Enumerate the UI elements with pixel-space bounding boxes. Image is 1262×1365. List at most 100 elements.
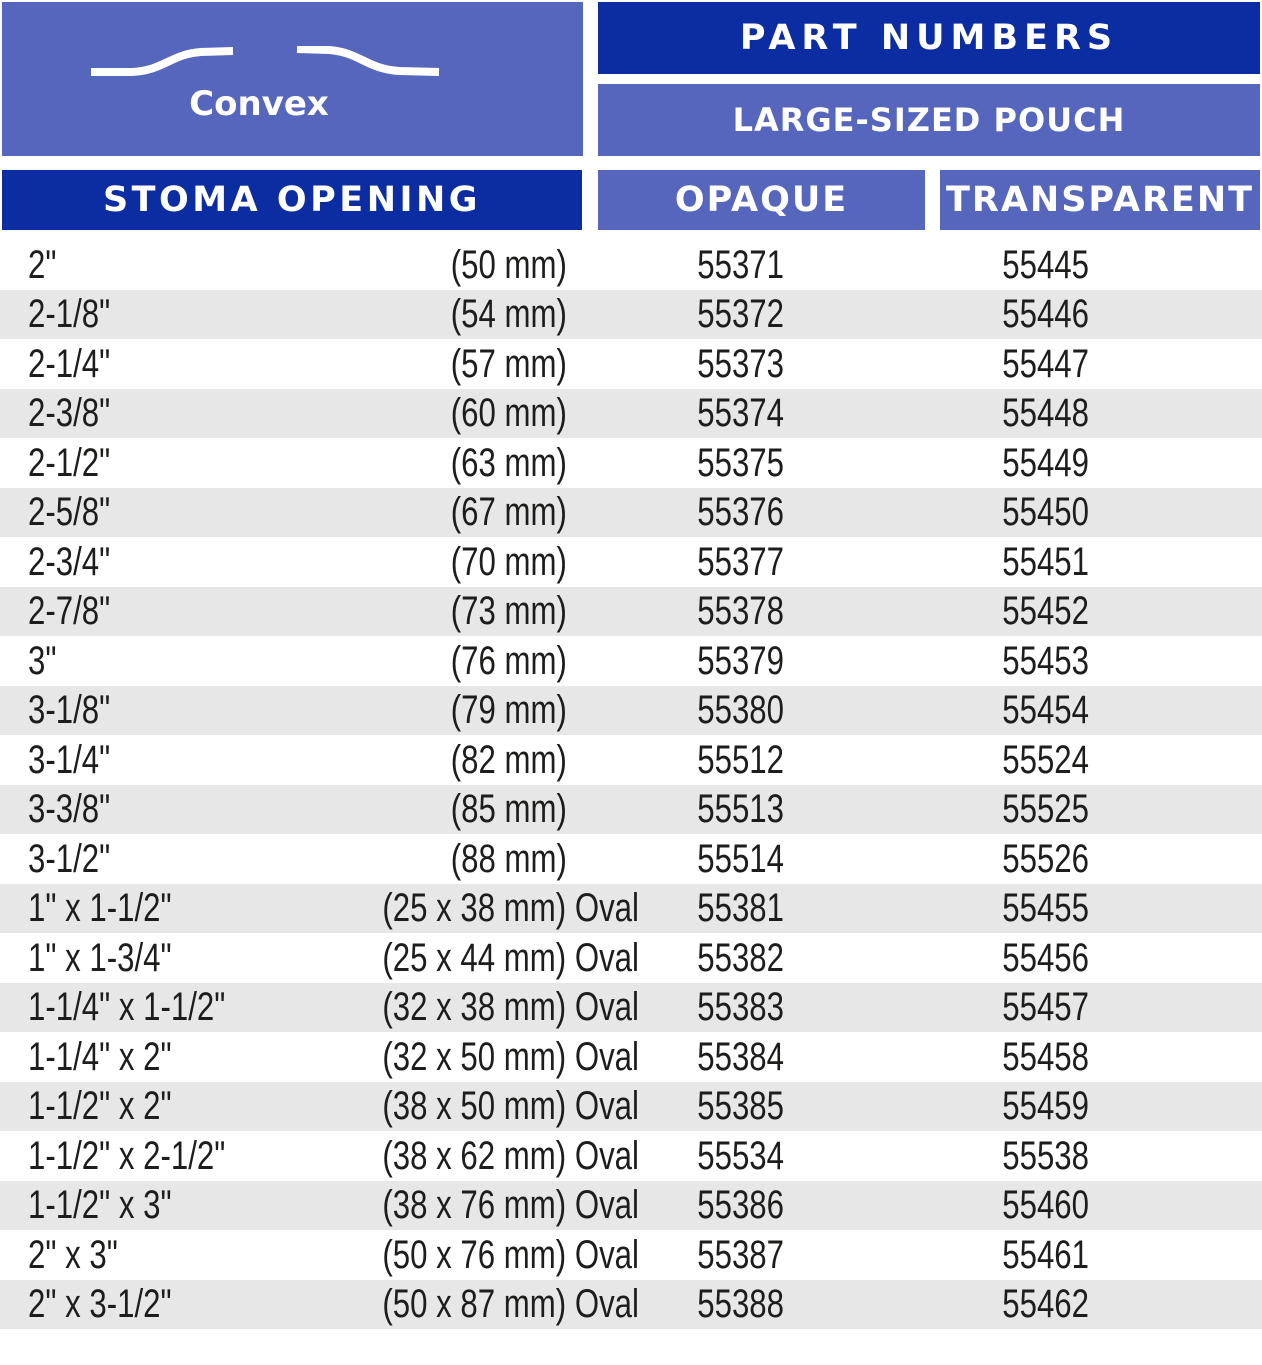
transparent-part-number-text: 55455 bbox=[1002, 886, 1090, 931]
transparent-part-number-text: 55524 bbox=[1002, 737, 1090, 782]
stoma-size-inch-text: 2" bbox=[28, 242, 57, 287]
stoma-size-mm: (54 mm) bbox=[310, 294, 567, 334]
table-row: 1" x 1-3/4" (25 x 44 mm) Oval 55382 55456 bbox=[0, 933, 1262, 983]
stoma-size-mm-text: (50 x 87 mm) Oval bbox=[382, 1282, 639, 1327]
stoma-size-inch-text: 1" x 1-1/2" bbox=[28, 886, 172, 931]
convex-profile-icon bbox=[91, 46, 440, 76]
stoma-size-mm: (25 x 38 mm) Oval bbox=[310, 888, 639, 928]
table-row: 3-1/8" (79 mm) 55380 55454 bbox=[0, 685, 1262, 735]
opaque-part-number: 55378 bbox=[567, 591, 915, 631]
table-row: 2-3/4" (70 mm) 55377 55451 bbox=[0, 537, 1262, 587]
transparent-part-number: 55526 bbox=[915, 839, 1177, 879]
stoma-size-mm-text: (25 x 44 mm) Oval bbox=[382, 935, 639, 980]
stoma-size-inch: 2-3/8" bbox=[0, 393, 310, 433]
opaque-part-number-text: 55514 bbox=[697, 836, 785, 881]
stoma-size-mm-text: (38 x 76 mm) Oval bbox=[382, 1183, 639, 1228]
stoma-size-inch-text: 1" x 1-3/4" bbox=[28, 935, 172, 980]
stoma-size-mm: (79 mm) bbox=[310, 690, 567, 730]
stoma-size-mm: (60 mm) bbox=[310, 393, 567, 433]
table-row: 1-1/2" x 2-1/2" (38 x 62 mm) Oval 55534 555… bbox=[0, 1131, 1262, 1181]
stoma-size-inch-text: 1-1/2" x 2-1/2" bbox=[28, 1133, 226, 1178]
stoma-size-mm-text: (54 mm) bbox=[450, 292, 567, 337]
stoma-size-inch: 3-1/4" bbox=[0, 740, 310, 780]
stoma-size-mm-text: (38 x 50 mm) Oval bbox=[382, 1084, 639, 1129]
transparent-part-number-text: 55450 bbox=[1002, 490, 1090, 535]
stoma-size-mm: (50 x 87 mm) Oval bbox=[310, 1284, 639, 1324]
table-row: 1" x 1-1/2" (25 x 38 mm) Oval 55381 55455 bbox=[0, 883, 1262, 933]
stoma-size-mm: (50 mm) bbox=[310, 245, 567, 285]
transparent-part-number-text: 55456 bbox=[1002, 935, 1090, 980]
stoma-size-mm-text: (50 x 76 mm) Oval bbox=[382, 1232, 639, 1277]
stoma-size-mm-text: (82 mm) bbox=[450, 737, 567, 782]
transparent-part-number: 55450 bbox=[915, 492, 1177, 532]
stoma-size-inch: 3-3/8" bbox=[0, 789, 310, 829]
opaque-part-number-text: 55379 bbox=[697, 638, 785, 683]
transparent-part-number-text: 55446 bbox=[1002, 292, 1090, 337]
transparent-part-number: 55462 bbox=[915, 1284, 1177, 1324]
stoma-size-inch-text: 2" x 3-1/2" bbox=[28, 1282, 172, 1327]
stoma-size-mm-text: (63 mm) bbox=[450, 440, 567, 485]
opaque-part-number: 55534 bbox=[567, 1136, 915, 1176]
stoma-size-inch-text: 3-1/2" bbox=[28, 836, 111, 881]
transparent-part-number-text: 55526 bbox=[1002, 836, 1090, 881]
table-row: 2" x 3-1/2" (50 x 87 mm) Oval 55388 55462 bbox=[0, 1279, 1262, 1329]
table-row: 1-1/4" x 2" (32 x 50 mm) Oval 55384 55458 bbox=[0, 1032, 1262, 1082]
opaque-part-number: 55372 bbox=[567, 294, 915, 334]
transparent-part-number-text: 55459 bbox=[1002, 1084, 1090, 1129]
transparent-part-number-text: 55448 bbox=[1002, 391, 1090, 436]
stoma-size-inch-text: 3" bbox=[28, 638, 57, 683]
stoma-size-mm-text: (67 mm) bbox=[450, 490, 567, 535]
stoma-size-inch: 1-1/2" x 3" bbox=[0, 1185, 310, 1225]
stoma-size-inch-text: 2-1/8" bbox=[28, 292, 111, 337]
transparent-part-number: 55451 bbox=[915, 542, 1177, 582]
stoma-size-mm-text: (25 x 38 mm) Oval bbox=[382, 886, 639, 931]
stoma-size-mm-text: (32 x 38 mm) Oval bbox=[382, 985, 639, 1030]
transparent-part-number: 55458 bbox=[915, 1037, 1177, 1077]
transparent-column-header-text: TRANSPARENT bbox=[946, 180, 1254, 220]
stoma-size-mm: (38 x 76 mm) Oval bbox=[310, 1185, 639, 1225]
stoma-size-mm: (85 mm) bbox=[310, 789, 567, 829]
stoma-size-inch: 2-1/4" bbox=[0, 344, 310, 384]
convex-panel: Convex bbox=[2, 2, 583, 156]
opaque-part-number: 55371 bbox=[567, 245, 915, 285]
stoma-size-inch: 3-1/8" bbox=[0, 690, 310, 730]
stoma-size-inch: 2-5/8" bbox=[0, 492, 310, 532]
transparent-part-number-text: 55525 bbox=[1002, 787, 1090, 832]
transparent-part-number: 55525 bbox=[915, 789, 1177, 829]
stoma-size-mm: (63 mm) bbox=[310, 443, 567, 483]
opaque-part-number-text: 55378 bbox=[697, 589, 785, 634]
transparent-part-number: 55453 bbox=[915, 641, 1177, 681]
stoma-size-mm-text: (60 mm) bbox=[450, 391, 567, 436]
stoma-size-mm-text: (85 mm) bbox=[450, 787, 567, 832]
opaque-part-number-text: 55385 bbox=[697, 1084, 785, 1129]
stoma-size-inch-text: 2-3/4" bbox=[28, 539, 111, 584]
stoma-size-inch-text: 2" x 3" bbox=[28, 1232, 118, 1277]
transparent-part-number: 55459 bbox=[915, 1086, 1177, 1126]
opaque-part-number: 55373 bbox=[567, 344, 915, 384]
table-row: 2-3/8" (60 mm) 55374 55448 bbox=[0, 388, 1262, 438]
opaque-part-number-text: 55512 bbox=[697, 737, 785, 782]
pouch-size-header: LARGE-SIZED POUCH bbox=[598, 84, 1260, 156]
stoma-size-mm: (82 mm) bbox=[310, 740, 567, 780]
stoma-size-inch: 2-1/8" bbox=[0, 294, 310, 334]
stoma-size-inch: 1" x 1-3/4" bbox=[0, 938, 310, 978]
transparent-part-number-text: 55449 bbox=[1002, 440, 1090, 485]
stoma-size-mm: (25 x 44 mm) Oval bbox=[310, 938, 639, 978]
opaque-column-header: OPAQUE bbox=[598, 170, 925, 230]
stoma-size-inch-text: 2-7/8" bbox=[28, 589, 111, 634]
opaque-part-number-text: 55513 bbox=[697, 787, 785, 832]
stoma-size-inch-text: 1-1/2" x 2" bbox=[28, 1084, 172, 1129]
table-row: 2-1/4" (57 mm) 55373 55447 bbox=[0, 339, 1262, 389]
stoma-size-inch: 3-1/2" bbox=[0, 839, 310, 879]
transparent-part-number: 55448 bbox=[915, 393, 1177, 433]
transparent-part-number-text: 55538 bbox=[1002, 1133, 1090, 1178]
transparent-part-number: 55524 bbox=[915, 740, 1177, 780]
opaque-part-number: 55386 bbox=[567, 1185, 915, 1225]
transparent-part-number-text: 55451 bbox=[1002, 539, 1090, 584]
stoma-size-inch-text: 3-3/8" bbox=[28, 787, 111, 832]
stoma-opening-header: STOMA OPENING bbox=[2, 170, 582, 230]
stoma-size-inch: 1-1/2" x 2-1/2" bbox=[0, 1136, 310, 1176]
opaque-part-number-text: 55373 bbox=[697, 341, 785, 386]
opaque-part-number: 55385 bbox=[567, 1086, 915, 1126]
opaque-part-number: 55376 bbox=[567, 492, 915, 532]
